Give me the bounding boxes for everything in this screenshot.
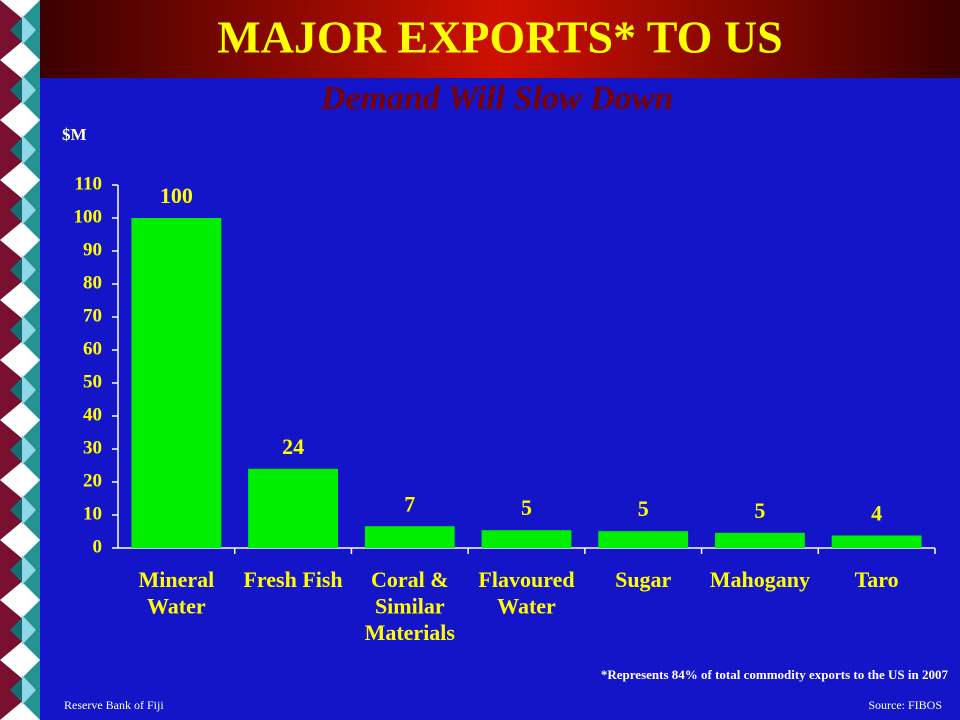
data-label: 7	[404, 491, 415, 516]
y-tick-label: 110	[75, 173, 102, 194]
data-label: 100	[160, 183, 193, 208]
y-tick-label: 0	[93, 536, 103, 557]
bar	[714, 532, 805, 548]
title-bar	[40, 0, 960, 78]
x-tick-label: Fresh Fish	[243, 567, 342, 592]
data-label: 4	[871, 501, 882, 526]
data-label: 24	[282, 434, 304, 459]
y-tick-label: 10	[83, 503, 102, 524]
footer-right: Source: FIBOS	[868, 698, 942, 712]
x-tick-label: Flavoured Water	[478, 567, 574, 618]
x-tick-label: Coral & Similar Materials	[365, 567, 456, 645]
data-label: 5	[754, 498, 765, 523]
bar	[831, 535, 922, 548]
data-label: 5	[638, 496, 649, 521]
y-tick-label: 60	[83, 338, 102, 359]
subtitle: Demand Will Slow Down	[320, 80, 673, 117]
y-tick-label: 40	[83, 404, 102, 425]
y-axis-label: $M	[62, 125, 87, 144]
bar	[364, 526, 455, 548]
footer-left: Reserve Bank of Fiji	[64, 698, 164, 712]
x-tick-label: Taro	[855, 567, 899, 592]
x-tick-label: Sugar	[615, 567, 671, 592]
y-tick-label: 80	[83, 272, 102, 293]
x-tick-label: Mineral Water	[138, 567, 214, 618]
data-label: 5	[521, 495, 532, 520]
y-tick-label: 70	[83, 305, 102, 326]
bar	[481, 530, 572, 548]
footnote: *Represents 84% of total commodity expor…	[601, 667, 949, 682]
bar	[598, 531, 689, 548]
title: MAJOR EXPORTS* TO US	[217, 12, 782, 63]
y-tick-label: 50	[83, 371, 102, 392]
side-decoration	[0, 0, 40, 720]
bar	[131, 218, 222, 548]
y-tick-label: 20	[83, 470, 102, 491]
bar	[248, 468, 339, 548]
y-tick-label: 100	[74, 206, 103, 227]
y-tick-label: 90	[83, 239, 102, 260]
y-tick-label: 30	[83, 437, 102, 458]
x-tick-label: Mahogany	[710, 567, 810, 592]
